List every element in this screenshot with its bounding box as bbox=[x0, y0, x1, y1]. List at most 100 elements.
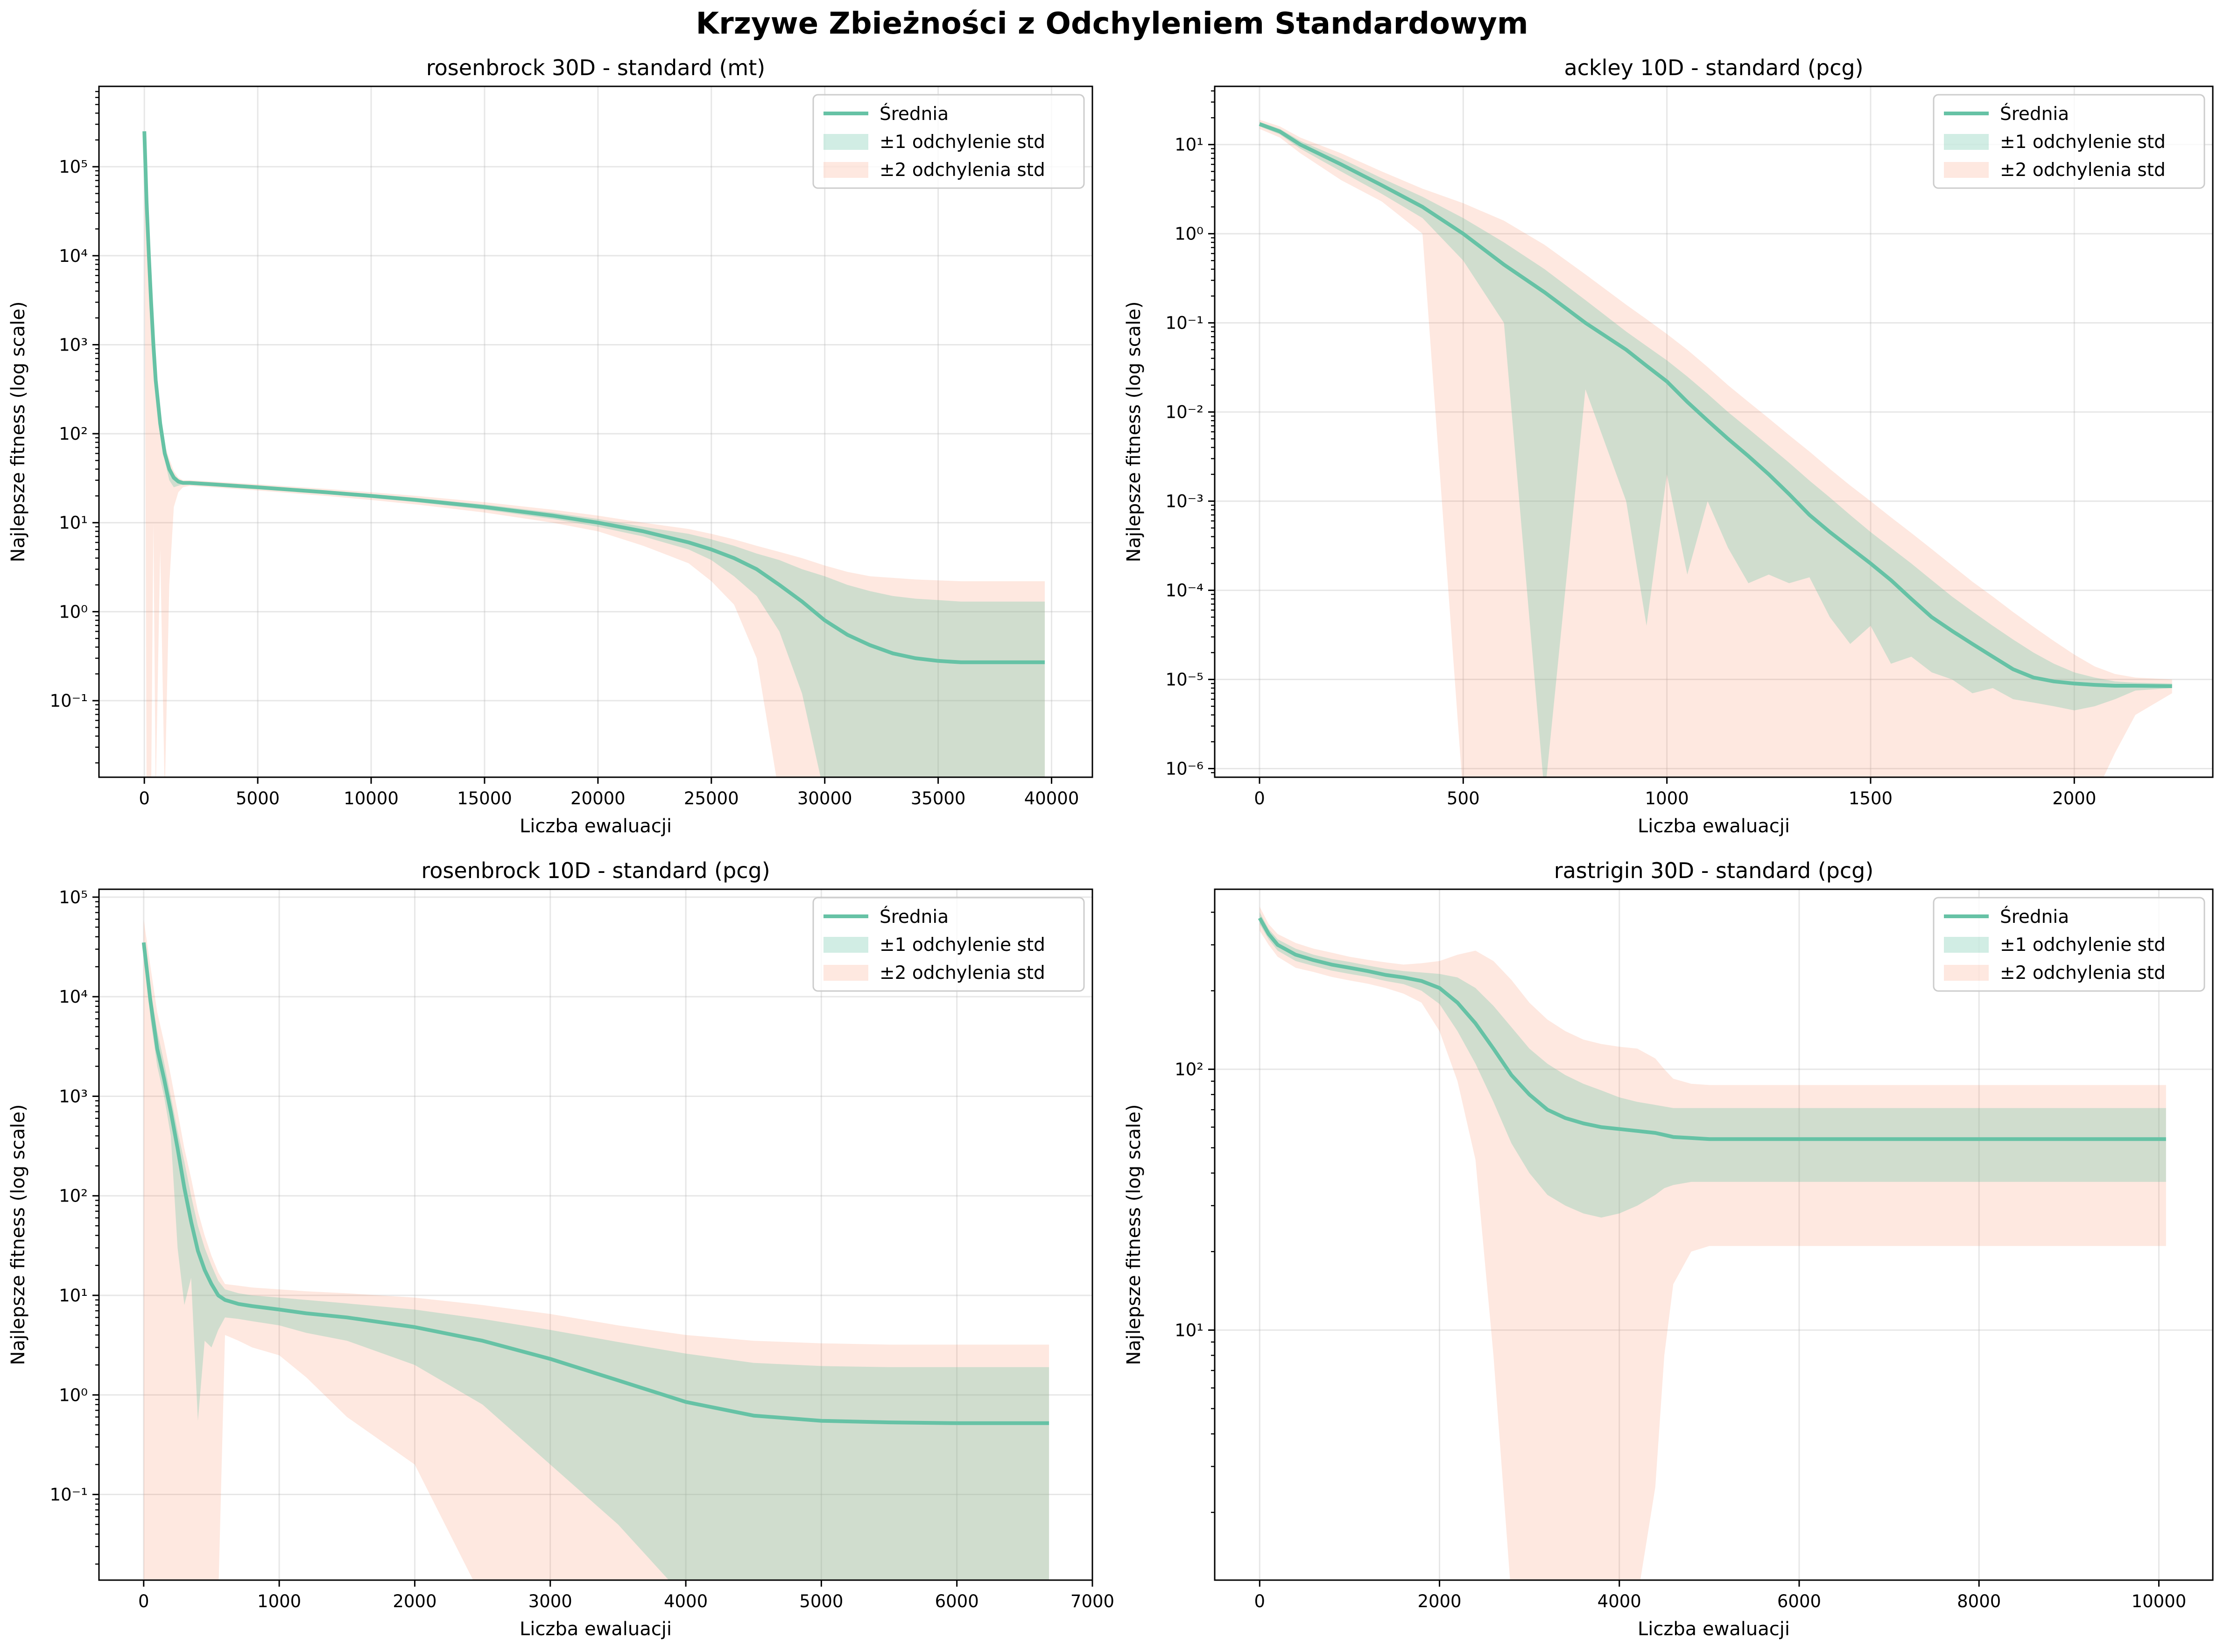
y-tick-label: 10⁻² bbox=[1166, 402, 1203, 422]
legend-entry: ±1 odchylenie std bbox=[880, 935, 1045, 956]
std2-band bbox=[143, 919, 1049, 1580]
y-tick-label: 10⁰ bbox=[59, 602, 88, 622]
chart-panel-2: 0 500 1000 1500 2000 10⁻⁶ 10⁻⁵ 10⁻⁴ 10⁻³ 10⁻² 10⁻¹… bbox=[1123, 55, 2214, 837]
y-tick-label: 10³ bbox=[59, 1086, 88, 1106]
y-tick-label: 10⁵ bbox=[59, 157, 88, 177]
legend-std2-swatch bbox=[1944, 965, 1989, 981]
legend-entry: ±1 odchylenie std bbox=[2000, 935, 2166, 956]
std1-band bbox=[144, 131, 1045, 777]
legend-std1-swatch bbox=[1944, 937, 1989, 953]
x-tick-label: 1000 bbox=[1645, 788, 1689, 808]
y-tick-label: 10⁴ bbox=[59, 987, 88, 1007]
x-tick-label: 30000 bbox=[797, 788, 852, 808]
std2-band bbox=[1260, 907, 2166, 1580]
y-axis-label: Najlepsze fitness (log scale) bbox=[7, 301, 29, 562]
x-tick-label: 0 bbox=[138, 1591, 149, 1611]
std1-band bbox=[1260, 122, 2172, 777]
legend-entry: Średnia bbox=[880, 103, 949, 125]
std1-band bbox=[1260, 912, 2166, 1218]
x-tick-label: 2000 bbox=[393, 1591, 436, 1611]
figure-title: Krzywe Zbieżności z Odchyleniem Standard… bbox=[696, 7, 1528, 41]
std2-band bbox=[1260, 120, 2172, 777]
y-tick-label: 10⁻¹ bbox=[50, 691, 88, 711]
panel-title: rosenbrock 10D - standard (pcg) bbox=[421, 858, 770, 883]
y-tick-label: 10¹ bbox=[1175, 1320, 1203, 1340]
chart-panel-4: 0 2000 4000 6000 8000 10000 10¹ 10² rastrigin 30… bbox=[1123, 858, 2214, 1640]
y-tick-label: 10¹ bbox=[59, 513, 88, 533]
x-tick-label: 3000 bbox=[528, 1591, 572, 1611]
x-tick-label: 40000 bbox=[1024, 788, 1079, 808]
legend: Średnia ±1 odchylenie std ±2 odchylenia st… bbox=[1933, 897, 2205, 992]
x-tick-label: 6000 bbox=[1777, 1591, 1821, 1611]
x-tick-label: 0 bbox=[139, 788, 150, 808]
legend-entry: ±2 odchylenia std bbox=[880, 963, 1045, 984]
y-tick-label: 10⁵ bbox=[59, 887, 88, 907]
y-tick-label: 10² bbox=[59, 1186, 88, 1206]
x-tick-label: 500 bbox=[1447, 788, 1480, 808]
mean-line bbox=[142, 131, 1045, 664]
legend-std1-swatch bbox=[1944, 134, 1989, 150]
mean-line bbox=[1259, 122, 2172, 688]
x-tick-label: 15000 bbox=[457, 788, 512, 808]
x-tick-label: 0 bbox=[1254, 788, 1265, 808]
legend-std1-swatch bbox=[823, 937, 868, 953]
y-tick-label: 10⁰ bbox=[59, 1385, 88, 1405]
legend-entry: Średnia bbox=[2000, 906, 2069, 928]
y-axis-label: Najlepsze fitness (log scale) bbox=[1123, 301, 1145, 562]
x-axis-label: Liczba ewaluacji bbox=[520, 815, 672, 837]
x-tick-label: 1500 bbox=[1849, 788, 1893, 808]
legend-std1-swatch bbox=[823, 134, 868, 150]
y-tick-label: 10⁴ bbox=[59, 246, 88, 266]
y-tick-label: 10² bbox=[59, 424, 88, 444]
x-tick-label: 35000 bbox=[911, 788, 966, 808]
grid bbox=[99, 86, 1092, 777]
y-tick-label: 10³ bbox=[59, 335, 88, 355]
x-tick-label: 0 bbox=[1254, 1591, 1266, 1611]
legend-std2-swatch bbox=[823, 162, 868, 178]
y-axis-label: Najlepsze fitness (log scale) bbox=[1123, 1104, 1145, 1365]
x-tick-label: 8000 bbox=[1957, 1591, 2001, 1611]
axes-frame bbox=[98, 85, 1093, 778]
panel-title: ackley 10D - standard (pcg) bbox=[1564, 55, 1863, 80]
y-tick-label: 10⁻⁴ bbox=[1166, 581, 1203, 601]
x-tick-label: 2000 bbox=[2052, 788, 2096, 808]
y-tick-label: 10⁻¹ bbox=[50, 1485, 88, 1505]
panel-title: rastrigin 30D - standard (pcg) bbox=[1554, 858, 1874, 883]
x-tick-label: 6000 bbox=[935, 1591, 979, 1611]
y-tick-label: 10⁻³ bbox=[1166, 492, 1203, 512]
legend-entry: ±1 odchylenie std bbox=[880, 132, 1045, 153]
y-tick-label: 10¹ bbox=[1175, 135, 1203, 155]
legend-entry: Średnia bbox=[2000, 103, 2069, 125]
legend-entry: ±2 odchylenia std bbox=[880, 160, 1045, 181]
legend-std2-swatch bbox=[1944, 162, 1989, 178]
grid bbox=[1215, 86, 2213, 777]
x-tick-label: 1000 bbox=[257, 1591, 301, 1611]
x-tick-label: 10000 bbox=[344, 788, 399, 808]
mean-line bbox=[141, 942, 1049, 1425]
legend-entry: ±1 odchylenie std bbox=[2000, 132, 2166, 153]
x-tick-label: 25000 bbox=[684, 788, 739, 808]
y-tick-label: 10⁻⁶ bbox=[1166, 759, 1203, 779]
y-tick-label: 10¹ bbox=[59, 1286, 88, 1306]
legend-entry: ±2 odchylenia std bbox=[2000, 160, 2166, 181]
axes-frame bbox=[1214, 888, 2214, 1581]
x-tick-label: 20000 bbox=[570, 788, 626, 808]
legend: Średnia ±1 odchylenie std ±2 odchylenia st… bbox=[1933, 94, 2205, 189]
y-tick-label: 10⁻⁵ bbox=[1166, 670, 1203, 690]
x-axis-label: Liczba ewaluacji bbox=[1638, 815, 1790, 837]
y-tick-label: 10⁰ bbox=[1175, 224, 1203, 244]
x-tick-label: 10000 bbox=[2132, 1591, 2187, 1611]
legend: Średnia ±1 odchylenie std ±2 odchylenia st… bbox=[812, 94, 1085, 189]
x-tick-label: 5000 bbox=[236, 788, 280, 808]
legend-entry: Średnia bbox=[880, 906, 949, 928]
chart-panel-1: 0 5000 10000 15000 20000 25000 30000 35000 40000… bbox=[7, 55, 1093, 837]
x-axis-label: Liczba ewaluacji bbox=[1638, 1618, 1790, 1640]
grid bbox=[1215, 889, 2213, 1580]
mean-line bbox=[1258, 917, 2166, 1141]
legend-entry: ±2 odchylenia std bbox=[2000, 963, 2166, 984]
legend: Średnia ±1 odchylenie std ±2 odchylenia st… bbox=[812, 897, 1085, 992]
x-tick-label: 4000 bbox=[1598, 1591, 1641, 1611]
x-tick-label: 4000 bbox=[664, 1591, 708, 1611]
x-tick-label: 5000 bbox=[799, 1591, 843, 1611]
y-tick-label: 10² bbox=[1175, 1060, 1203, 1080]
